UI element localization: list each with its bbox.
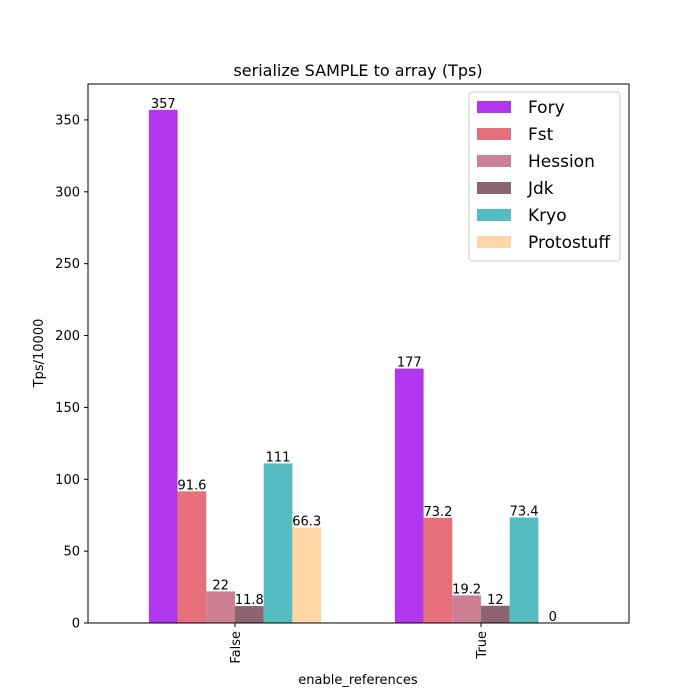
x-tick-label-true: True [475, 631, 490, 660]
bar-fst-false [177, 491, 207, 623]
y-tick-label: 250 [55, 257, 80, 272]
y-tick-label: 200 [55, 329, 80, 344]
legend-label-fst: Fst [528, 125, 554, 145]
bar-jdk-true [481, 605, 510, 623]
legend-swatch-hession [477, 155, 511, 167]
y-tick-label: 300 [55, 185, 80, 200]
legend-label-kryo: Kryo [528, 206, 567, 226]
data-labels-group: 357 177 91.6 73.2 22 19.2 11.8 12 111 73.4 66.3 0 [151, 97, 557, 625]
bar-fst-true [423, 517, 453, 623]
bar-hession-true [452, 595, 481, 623]
legend: Fory Fst Hession Jdk Kryo Protostuff [468, 91, 621, 262]
y-tick-label: 0 [72, 617, 80, 632]
legend-swatch-kryo [477, 209, 511, 221]
bar-kryo-false [263, 463, 293, 623]
x-tick-label-false: False [229, 631, 244, 664]
chart-title: serialize SAMPLE to array (Tps) [233, 61, 482, 80]
legend-label-jdk: Jdk [527, 179, 554, 199]
legend-swatch-fory [477, 101, 511, 113]
bar-fory-false [148, 109, 178, 624]
data-label-fst-false: 91.6 [177, 478, 206, 493]
data-label-fory-true: 177 [397, 356, 422, 371]
legend-label-fory: Fory [528, 98, 565, 118]
bar-protostuff-false [292, 527, 322, 623]
x-axis-label: enable_references [298, 673, 418, 688]
data-label-protostuff-false: 66.3 [292, 515, 321, 530]
data-label-hession-true: 19.2 [452, 582, 481, 597]
data-label-protostuff-true: 0 [549, 610, 557, 625]
legend-label-hession: Hession [528, 152, 595, 172]
y-tick-label: 100 [55, 473, 80, 488]
bar-hession-false [206, 591, 235, 623]
y-axis: 0 50 100 150 200 250 300 350 [55, 113, 88, 632]
y-tick-label: 150 [55, 401, 80, 416]
legend-label-protostuff: Protostuff [528, 233, 611, 253]
data-label-hession-false: 22 [212, 578, 229, 593]
y-tick-label: 50 [63, 545, 80, 560]
data-label-kryo-true: 73.4 [510, 505, 539, 520]
data-label-jdk-false: 11.8 [235, 593, 264, 608]
data-label-fst-true: 73.2 [423, 505, 452, 520]
bar-kryo-true [509, 517, 539, 623]
bars-group [148, 109, 539, 624]
data-label-fory-false: 357 [151, 97, 176, 112]
bar-jdk-false [235, 606, 264, 623]
y-tick-label: 350 [55, 113, 80, 128]
data-label-jdk-true: 12 [487, 593, 504, 608]
plot-frame [87, 83, 630, 624]
x-axis: False True [229, 623, 490, 664]
legend-swatch-jdk [477, 182, 511, 194]
data-label-kryo-false: 111 [266, 450, 291, 465]
y-axis-label: Tps/10000 [32, 319, 47, 389]
bar-fory-true [394, 368, 424, 623]
legend-swatch-fst [477, 128, 511, 140]
legend-swatch-protostuff [477, 236, 511, 248]
